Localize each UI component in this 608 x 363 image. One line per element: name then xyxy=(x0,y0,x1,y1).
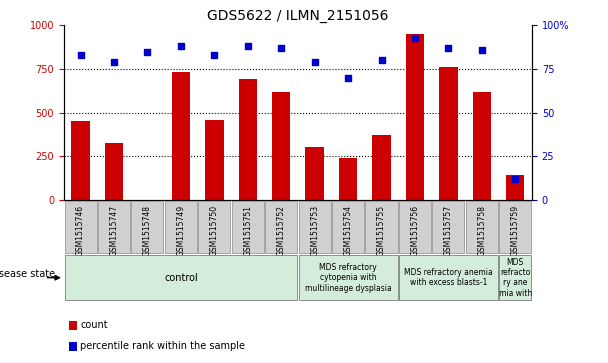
Text: GSM1515757: GSM1515757 xyxy=(444,205,453,256)
Bar xyxy=(339,158,358,200)
Text: GSM1515756: GSM1515756 xyxy=(410,205,420,256)
Bar xyxy=(265,201,297,253)
Point xyxy=(75,52,85,58)
Text: GSM1515750: GSM1515750 xyxy=(210,205,219,256)
Point xyxy=(176,44,186,49)
Text: GSM1515754: GSM1515754 xyxy=(344,205,353,256)
Bar xyxy=(365,201,398,253)
Text: GSM1515758: GSM1515758 xyxy=(477,205,486,256)
Bar xyxy=(499,201,531,253)
Bar xyxy=(69,342,77,351)
Text: GSM1515753: GSM1515753 xyxy=(310,205,319,256)
Text: control: control xyxy=(164,273,198,283)
Text: MDS refractory anemia
with excess blasts-1: MDS refractory anemia with excess blasts… xyxy=(404,268,492,287)
Point xyxy=(276,45,286,51)
Text: MDS
refracto
ry ane
mia with: MDS refracto ry ane mia with xyxy=(499,258,532,298)
Text: GSM1515748: GSM1515748 xyxy=(143,205,152,256)
Text: GSM1515746: GSM1515746 xyxy=(76,205,85,256)
Text: MDS refractory
cytopenia with
multilineage dysplasia: MDS refractory cytopenia with multilinea… xyxy=(305,263,392,293)
Bar xyxy=(69,321,77,330)
Bar xyxy=(406,34,424,200)
Bar xyxy=(232,201,264,253)
Bar xyxy=(272,91,291,200)
Bar xyxy=(131,201,164,253)
Bar xyxy=(372,135,391,200)
Bar xyxy=(506,175,525,200)
Bar xyxy=(399,201,431,253)
Bar xyxy=(64,255,297,300)
Text: GSM1515752: GSM1515752 xyxy=(277,205,286,256)
Point xyxy=(109,59,119,65)
Bar xyxy=(165,201,197,253)
Bar xyxy=(472,91,491,200)
Bar xyxy=(71,121,90,200)
Bar xyxy=(205,121,224,200)
Bar xyxy=(499,255,531,300)
Point xyxy=(309,59,320,65)
Text: GSM1515751: GSM1515751 xyxy=(243,205,252,256)
Bar xyxy=(98,201,130,253)
Bar xyxy=(399,255,498,300)
Point xyxy=(376,57,387,63)
Bar xyxy=(299,255,398,300)
Point xyxy=(142,49,152,54)
Text: count: count xyxy=(80,320,108,330)
Bar xyxy=(332,201,364,253)
Text: disease state: disease state xyxy=(0,269,55,279)
Point xyxy=(510,176,520,182)
Bar xyxy=(238,79,257,200)
Text: GSM1515747: GSM1515747 xyxy=(109,205,119,256)
Point xyxy=(343,75,353,81)
Point xyxy=(209,52,219,58)
Point xyxy=(410,35,420,41)
Bar xyxy=(171,73,190,200)
Text: GSM1515755: GSM1515755 xyxy=(377,205,386,256)
Bar xyxy=(64,201,97,253)
Bar xyxy=(466,201,498,253)
Text: percentile rank within the sample: percentile rank within the sample xyxy=(80,341,245,351)
Bar xyxy=(432,201,465,253)
Point xyxy=(443,45,453,51)
Text: GSM1515749: GSM1515749 xyxy=(176,205,185,256)
Text: GSM1515759: GSM1515759 xyxy=(511,205,520,256)
Bar xyxy=(105,143,123,200)
Bar xyxy=(299,201,331,253)
Bar xyxy=(305,147,324,200)
Point xyxy=(477,47,486,53)
Point xyxy=(243,44,253,49)
Bar xyxy=(198,201,230,253)
Bar xyxy=(439,67,458,200)
Title: GDS5622 / ILMN_2151056: GDS5622 / ILMN_2151056 xyxy=(207,9,389,23)
